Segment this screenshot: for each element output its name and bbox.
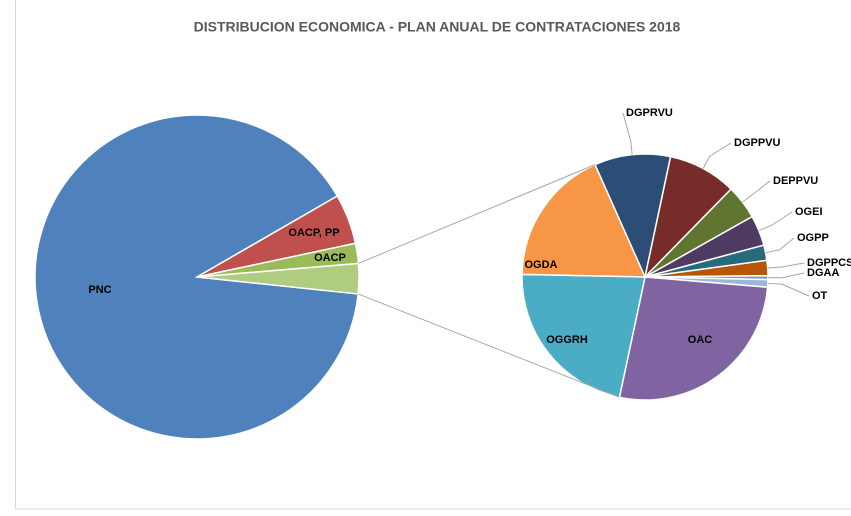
slice-label: DGPPVU <box>734 137 781 149</box>
leader-line <box>702 142 732 169</box>
chart-title: DISTRIBUCION ECONOMICA - PLAN ANUAL DE C… <box>194 19 681 35</box>
leader-line <box>742 180 771 203</box>
slice-label: OACP, PP <box>288 227 339 239</box>
slice-label: OGEI <box>795 206 823 218</box>
slice-label: PNC <box>88 284 111 296</box>
slice-label: OT <box>812 290 828 302</box>
slice-label: OACP <box>314 252 346 264</box>
slice-label: OGGRH <box>546 334 588 346</box>
leader-line <box>767 282 810 297</box>
slice-label: DEPPVU <box>773 175 818 187</box>
pie-slice <box>521 163 647 278</box>
leader-line <box>767 262 805 269</box>
slice-label: OGPP <box>797 232 829 244</box>
leader-line <box>765 237 795 254</box>
slice-label: DGPPCS <box>807 257 851 269</box>
leader-line <box>767 272 805 279</box>
pie-slice <box>618 276 769 401</box>
slice-label: DGPRVU <box>626 107 673 119</box>
connector-line <box>357 293 620 398</box>
slice-label: OAC <box>688 334 713 346</box>
pie-slice <box>593 153 672 280</box>
leader-line <box>622 112 633 155</box>
pie-slice <box>196 262 360 295</box>
slice-label: DGAA <box>807 267 839 279</box>
leader-line <box>758 211 793 231</box>
pie-slice <box>34 114 359 440</box>
slice-label: OGDA <box>525 259 558 271</box>
connector-line <box>358 164 596 264</box>
pie-slice <box>521 273 646 399</box>
